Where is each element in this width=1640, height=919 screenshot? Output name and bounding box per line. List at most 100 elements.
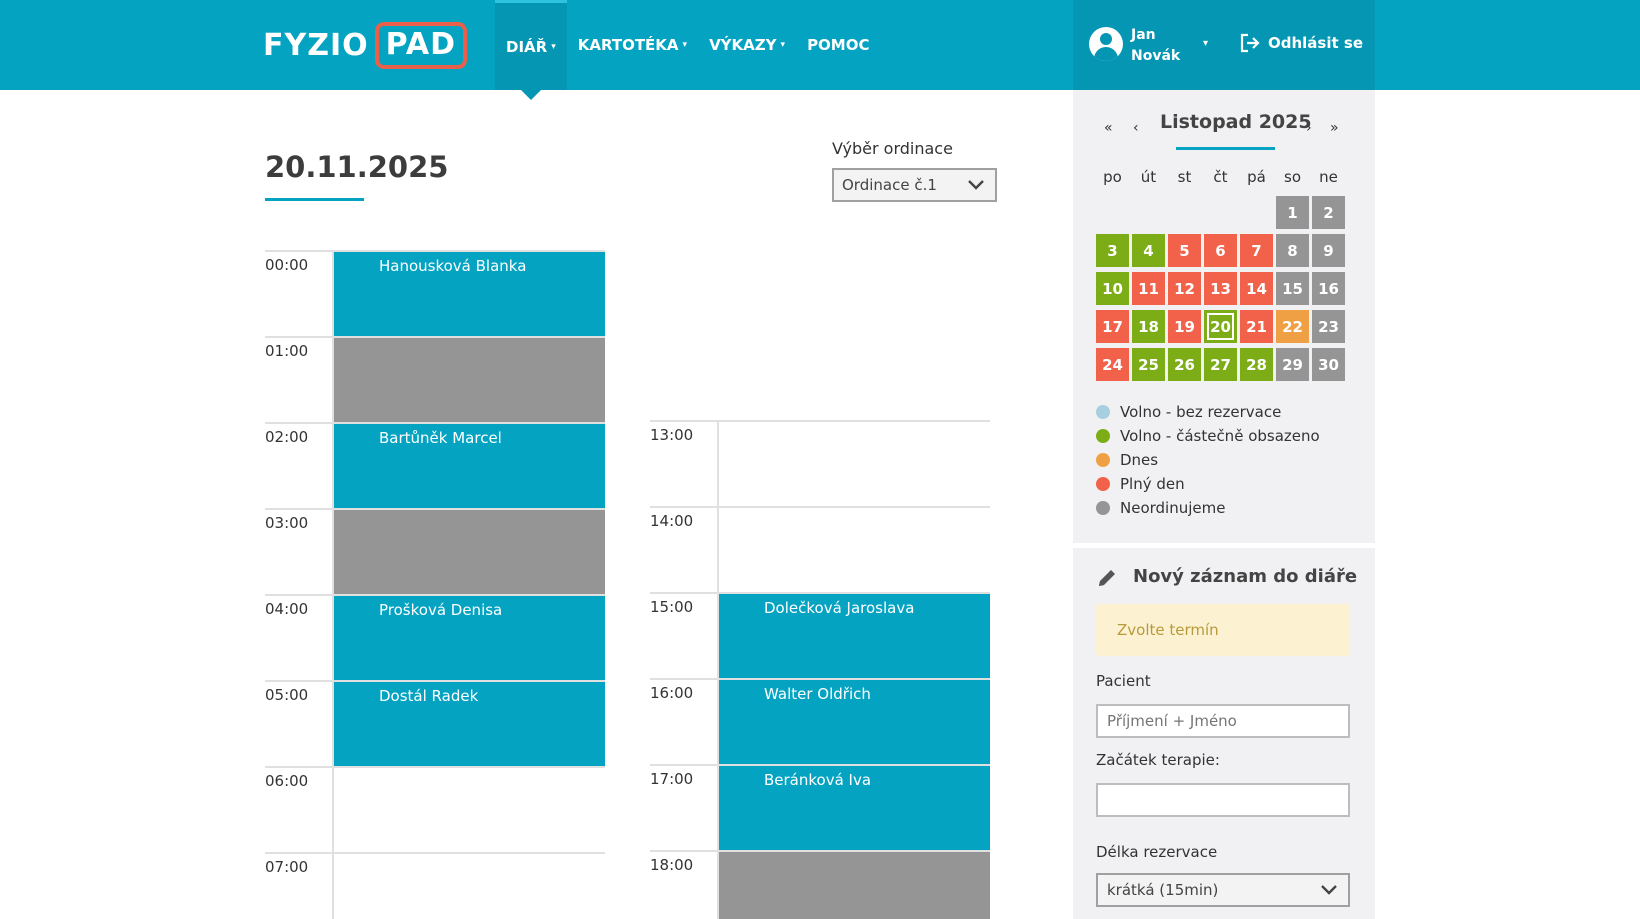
nav-pomoc[interactable]: POMOC — [796, 0, 880, 90]
slot-time: 18:00 — [650, 856, 694, 874]
calendar-day[interactable]: 24 — [1096, 348, 1129, 381]
slot-vertical-divider — [717, 506, 719, 592]
calendar-day[interactable]: 25 — [1132, 348, 1165, 381]
logout-icon — [1240, 33, 1260, 53]
calendar-title-underline — [1176, 147, 1275, 150]
calendar-prev-month-button[interactable]: ‹ — [1133, 120, 1139, 136]
calendar-day[interactable]: 20 — [1204, 310, 1237, 343]
nav-label: VÝKAZY — [709, 36, 777, 54]
user-name[interactable]: Jan Novák — [1131, 25, 1180, 67]
slot-vertical-divider — [717, 592, 719, 678]
calendar-day[interactable]: 15 — [1276, 272, 1309, 305]
calendar-day[interactable]: 23 — [1312, 310, 1345, 343]
reservation-length-select[interactable]: krátká (15min) — [1096, 873, 1350, 907]
user-last-name: Novák — [1131, 48, 1181, 64]
slot-vertical-divider — [717, 420, 719, 506]
patient-name: Dostál Radek — [379, 687, 479, 705]
user-first-name: Jan — [1131, 27, 1156, 43]
calendar-day[interactable]: 17 — [1096, 310, 1129, 343]
calendar-day[interactable]: 27 — [1204, 348, 1237, 381]
office-select[interactable]: Ordinace č.1 — [832, 168, 997, 202]
calendar-day[interactable]: 11 — [1132, 272, 1165, 305]
slot-time: 06:00 — [265, 772, 309, 790]
calendar-next-year-button[interactable]: » — [1330, 120, 1339, 136]
calendar-day[interactable]: 21 — [1240, 310, 1273, 343]
calendar-day[interactable]: 30 — [1312, 348, 1345, 381]
legend-dot-icon — [1096, 477, 1110, 491]
patient-input[interactable] — [1096, 704, 1350, 738]
slot-vertical-divider — [717, 678, 719, 764]
logo[interactable]: FYZIO PAD — [263, 20, 467, 70]
calendar-day[interactable]: 7 — [1240, 234, 1273, 267]
calendar-day[interactable]: 26 — [1168, 348, 1201, 381]
appointment-slot[interactable]: Dolečková Jaroslava — [719, 594, 990, 678]
free-slot[interactable] — [334, 768, 605, 852]
appointment-slot[interactable]: Walter Oldřich — [719, 680, 990, 764]
logo-text-fyzio: FYZIO — [263, 27, 369, 63]
logout-label: Odhlásit se — [1268, 34, 1363, 52]
appointment-slot[interactable]: Hanousková Blanka — [334, 252, 605, 336]
calendar-day[interactable]: 5 — [1168, 234, 1201, 267]
nav-vykazy[interactable]: VÝKAZY ▾ — [698, 0, 796, 90]
nav-kartoteka[interactable]: KARTOTÉKA ▾ — [567, 0, 698, 90]
calendar-day[interactable]: 13 — [1204, 272, 1237, 305]
legend-dot-icon — [1096, 453, 1110, 467]
user-menu-chevron-icon[interactable]: ▾ — [1203, 38, 1209, 49]
nav-diar[interactable]: DIÁŘ ▾ — [495, 0, 567, 100]
calendar-prev-year-button[interactable]: « — [1104, 120, 1113, 136]
patient-name: Walter Oldřich — [764, 685, 871, 703]
legend-item: Volno - částečně obsazeno — [1096, 424, 1320, 448]
slot-time: 13:00 — [650, 426, 694, 444]
page-title-date: 20.11.2025 — [265, 150, 449, 184]
time-slot: 06:00 — [265, 766, 605, 852]
appointment-slot[interactable]: Dostál Radek — [334, 682, 605, 766]
free-slot[interactable] — [719, 508, 990, 592]
weekday-header: ne — [1319, 168, 1338, 186]
appointment-slot[interactable]: Beránková Iva — [719, 766, 990, 850]
calendar-day[interactable]: 9 — [1312, 234, 1345, 267]
legend-item: Neordinujeme — [1096, 496, 1320, 520]
calendar-day[interactable]: 4 — [1132, 234, 1165, 267]
calendar-day[interactable]: 18 — [1132, 310, 1165, 343]
legend-label: Plný den — [1120, 475, 1185, 493]
slot-divider — [265, 852, 605, 854]
reservation-length-label: Délka rezervace — [1096, 843, 1218, 861]
chevron-down-icon: ▾ — [780, 40, 786, 50]
calendar-day[interactable]: 19 — [1168, 310, 1201, 343]
slot-time: 15:00 — [650, 598, 694, 616]
calendar-day[interactable]: 14 — [1240, 272, 1273, 305]
calendar-day[interactable]: 3 — [1096, 234, 1129, 267]
free-slot[interactable] — [719, 422, 990, 506]
appointment-slot[interactable]: Bartůněk Marcel — [334, 424, 605, 508]
slot-time: 14:00 — [650, 512, 694, 530]
avatar[interactable] — [1089, 27, 1123, 61]
time-slot: 17:00 Beránková Iva — [650, 764, 990, 850]
calendar-day[interactable]: 29 — [1276, 348, 1309, 381]
calendar-day[interactable]: 16 — [1312, 272, 1345, 305]
appointment-slot[interactable]: Prošková Denisa — [334, 596, 605, 680]
calendar-day[interactable]: 12 — [1168, 272, 1201, 305]
free-slot[interactable] — [334, 854, 605, 919]
chevron-down-icon: ▾ — [551, 41, 556, 52]
patient-name: Dolečková Jaroslava — [764, 599, 915, 617]
calendar-day[interactable]: 6 — [1204, 234, 1237, 267]
calendar-next-month-button[interactable]: › — [1306, 120, 1312, 136]
closed-slot[interactable] — [334, 510, 605, 594]
closed-slot[interactable] — [334, 338, 605, 422]
sidebar-separator — [1073, 543, 1375, 548]
chevron-down-icon: ▾ — [682, 40, 688, 50]
calendar-day[interactable]: 1 — [1276, 196, 1309, 229]
therapy-start-input[interactable] — [1096, 783, 1350, 817]
calendar-day[interactable]: 2 — [1312, 196, 1345, 229]
legend-item: Volno - bez rezervace — [1096, 400, 1320, 424]
reservation-length-value: krátká (15min) — [1107, 881, 1219, 899]
calendar-day[interactable]: 8 — [1276, 234, 1309, 267]
calendar-day[interactable]: 10 — [1096, 272, 1129, 305]
logout-button[interactable]: Odhlásit se — [1239, 33, 1363, 53]
slot-divider — [650, 506, 990, 508]
calendar-day[interactable]: 22 — [1276, 310, 1309, 343]
calendar-day[interactable]: 28 — [1240, 348, 1273, 381]
closed-slot[interactable] — [719, 852, 990, 919]
slot-divider — [265, 594, 605, 596]
time-slot: 02:00 Bartůněk Marcel — [265, 422, 605, 508]
